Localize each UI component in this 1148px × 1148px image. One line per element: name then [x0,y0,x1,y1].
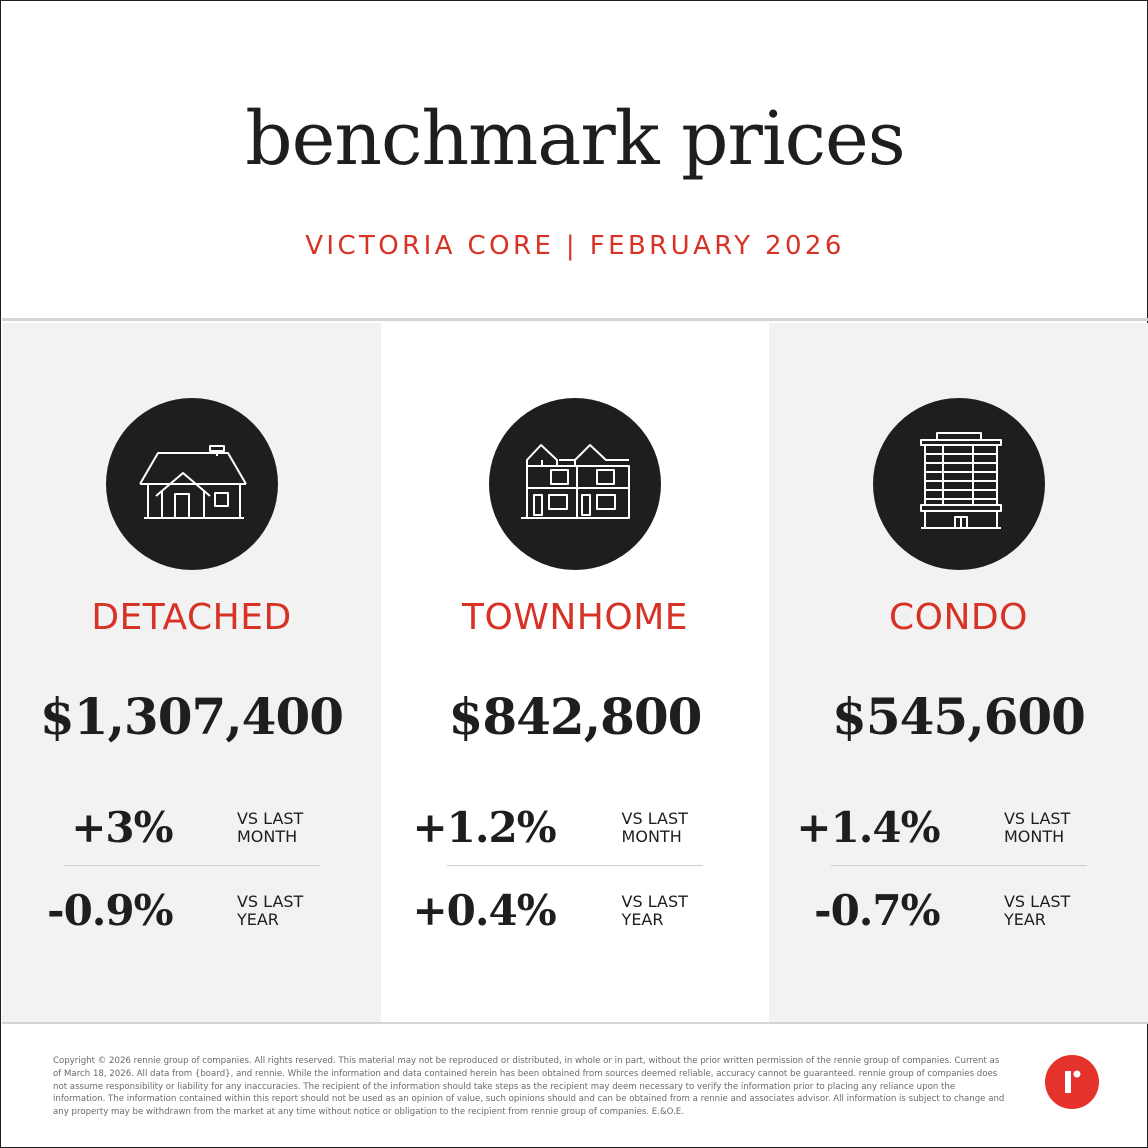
month-change-label: VS LAST MONTH [621,809,688,846]
price-detached: $1,307,400 [39,687,344,746]
price-townhome: $842,800 [448,687,703,746]
year-change-label: VS LAST YEAR [1003,892,1071,929]
house-icon [105,398,278,570]
legal-disclaimer: Copyright © 2026 rennie group of compani… [53,1056,1005,1118]
column-detached: DETACHED $1,307,400 +3% VS LAST MONTH -0… [2,323,381,1022]
townhome-icon [489,398,661,570]
month-change-label: VS LAST MONTH [1003,809,1071,846]
condo-building-icon [872,398,1045,570]
year-change-label: VS LAST YEAR [621,892,688,929]
type-label-townhome: TOWNHOME [461,597,689,638]
page-title: benchmark prices [245,96,906,182]
year-change-value: -0.7% [814,886,940,935]
footer: Copyright © 2026 rennie group of compani… [2,1026,1148,1148]
column-condo: CONDO $545,600 +1.4% VS LAST MONTH -0.7%… [769,323,1148,1022]
month-change-label: VS LAST MONTH [236,809,304,846]
page-subtitle: VICTORIA CORE | FEBRUARY 2026 [305,231,845,261]
type-label-detached: DETACHED [91,597,292,638]
header: benchmark prices VICTORIA CORE | FEBRUAR… [2,2,1148,321]
month-change-value: +1.4% [796,803,940,852]
rennie-logo-icon [1045,1055,1099,1109]
year-change-value: -0.9% [47,886,173,935]
year-change-detached: -0.9% VS LAST YEAR [2,886,381,946]
year-change-value: +0.4% [412,886,556,935]
divider [447,865,703,866]
year-change-label: VS LAST YEAR [236,892,304,929]
month-change-value: +3% [71,803,173,852]
month-change-detached: +3% VS LAST MONTH [2,803,381,863]
month-change-townhome: +1.2% VS LAST MONTH [381,803,769,863]
divider [831,865,1087,866]
month-change-value: +1.2% [412,803,556,852]
price-condo: $545,600 [832,687,1086,746]
divider [64,865,320,866]
column-townhome: TOWNHOME $842,800 +1.2% VS LAST MONTH +0… [381,323,769,1022]
type-label-condo: CONDO [889,597,1028,638]
year-change-townhome: +0.4% VS LAST YEAR [381,886,769,946]
month-change-condo: +1.4% VS LAST MONTH [769,803,1148,863]
property-type-columns: DETACHED $1,307,400 +3% VS LAST MONTH -0… [2,323,1148,1024]
year-change-condo: -0.7% VS LAST YEAR [769,886,1148,946]
